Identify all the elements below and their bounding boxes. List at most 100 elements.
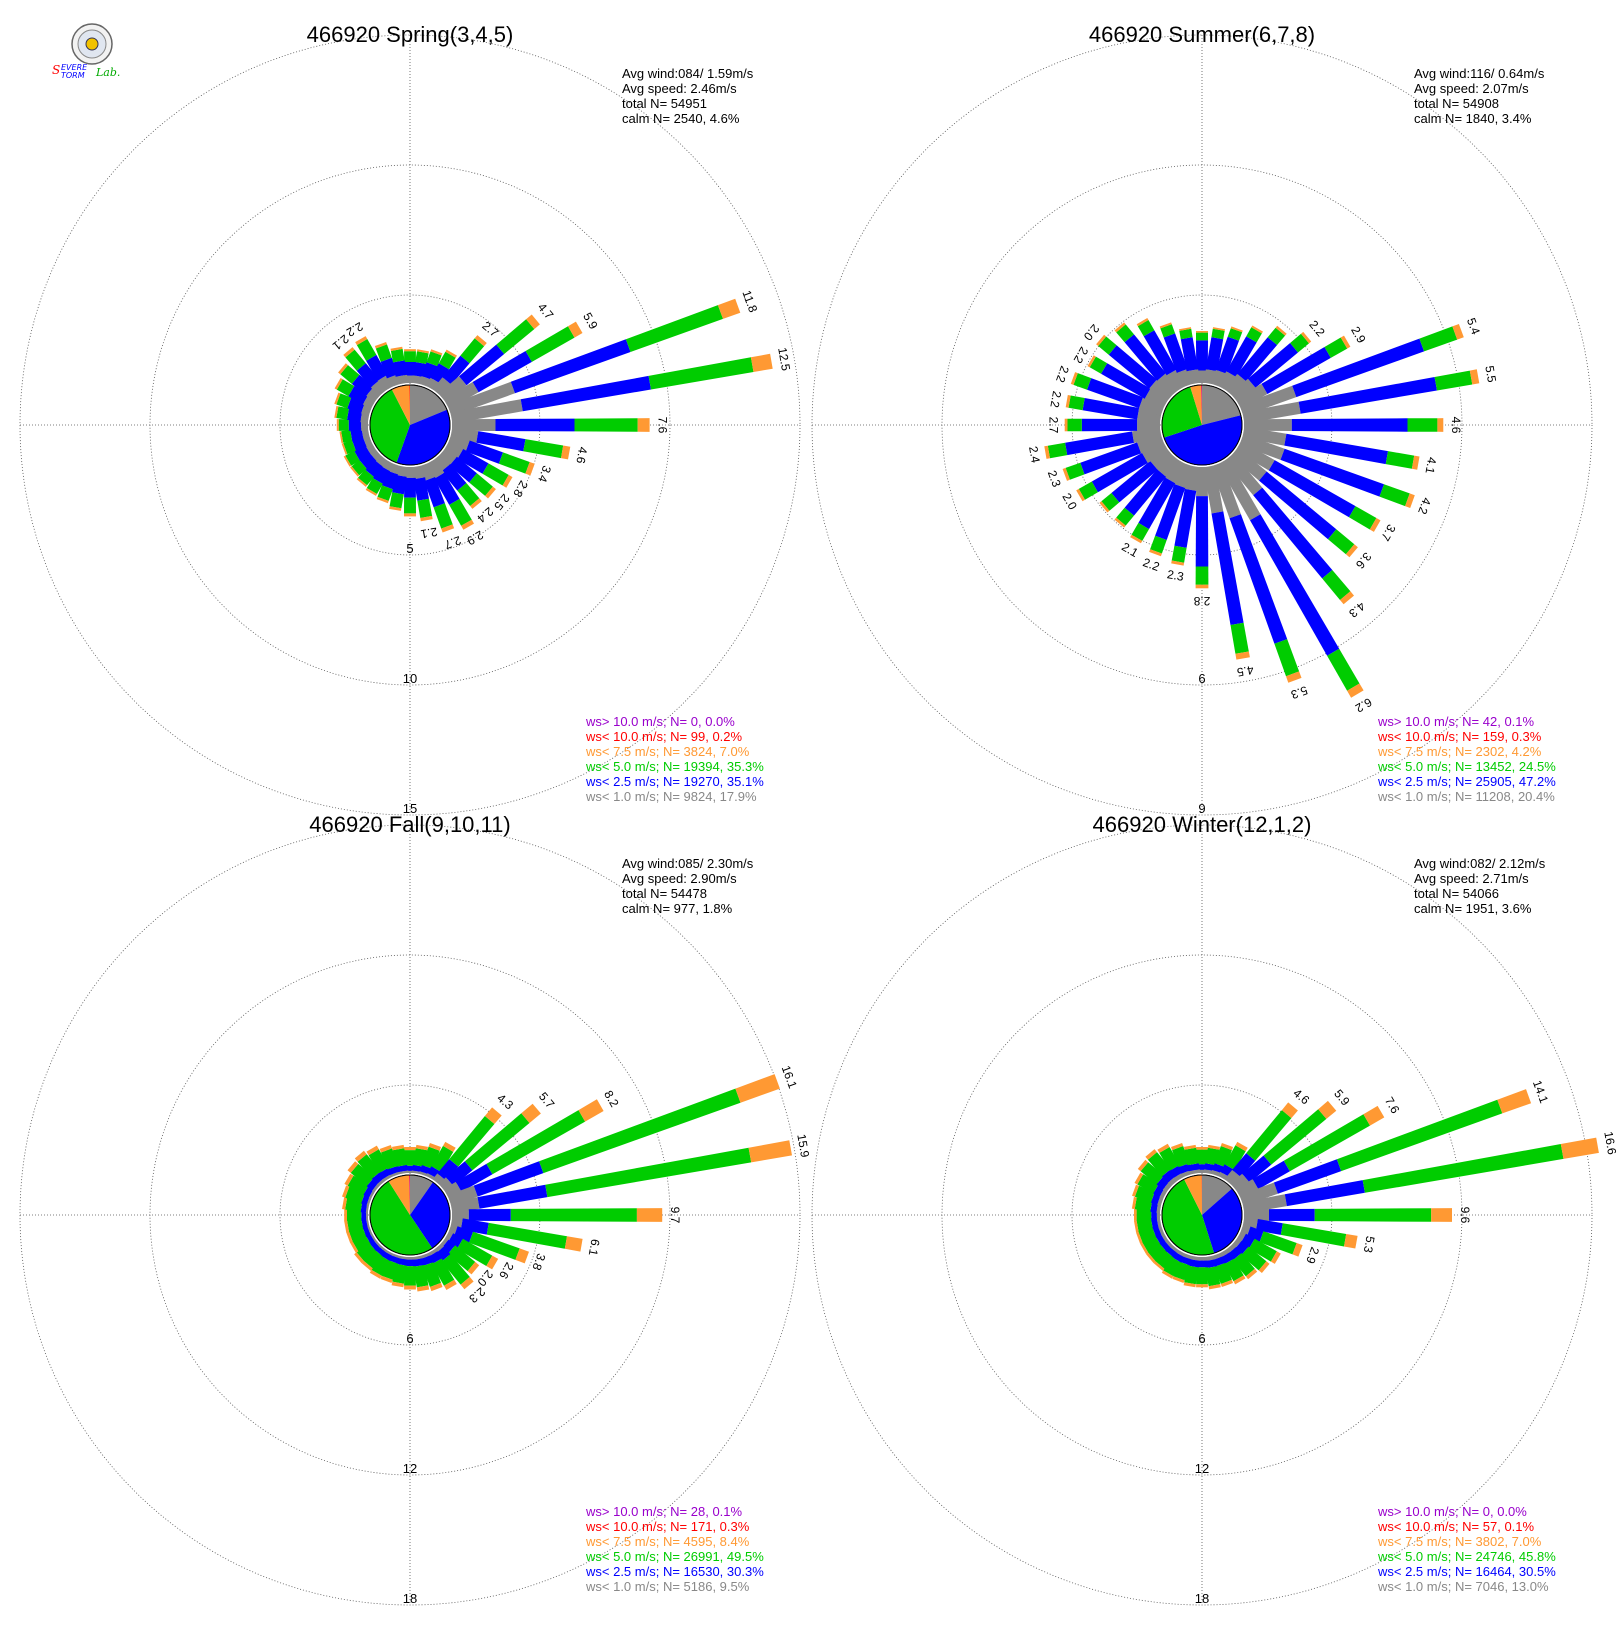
stat-line: Avg speed: 2.07m/s	[1414, 81, 1529, 96]
stat-line: calm N= 1951, 3.6%	[1414, 901, 1532, 916]
stat-line: Avg wind:084/ 1.59m/s	[622, 66, 754, 81]
pie-slice	[1202, 1174, 1232, 1215]
rose-bar-segment	[1159, 322, 1172, 329]
rose-bar-segment	[525, 462, 535, 476]
rose-bar-segment	[1235, 651, 1250, 660]
rose-bar-segment	[1134, 1209, 1137, 1221]
legend-entry: ws< 5.0 m/s; N= 26991, 49.5%	[585, 1549, 764, 1564]
rose-bar-segment	[486, 1222, 567, 1249]
pie-slice	[396, 409, 450, 465]
rose-bar-segment	[1172, 1276, 1185, 1283]
rose-bar-segment	[1134, 1172, 1144, 1185]
rose-bar-segment	[347, 1161, 359, 1173]
bar-value-label: 7.6	[1382, 1095, 1403, 1117]
rose-bar-segment	[404, 477, 416, 498]
rose-bar-segment	[1099, 501, 1110, 513]
rose-bar-segment	[1248, 1238, 1277, 1262]
rose-bar-segment	[1345, 544, 1358, 558]
rose-bar-segment	[1160, 324, 1176, 338]
legend-entry: ws> 10.0 m/s; N= 0, 0.0%	[1377, 1504, 1527, 1519]
rose-bar-segment	[404, 1147, 416, 1151]
rose-bar-segment	[1340, 591, 1354, 605]
rose-bar-segment	[1349, 506, 1377, 530]
legend-entry: ws< 10.0 m/s; N= 99, 0.2%	[585, 729, 743, 744]
rose-bar-segment	[1116, 507, 1134, 526]
rose-bar-segment	[1434, 370, 1473, 391]
rose-bar-segment	[1139, 397, 1165, 416]
rose-bar-segment	[371, 1255, 391, 1276]
rose-bar-segment	[1163, 1256, 1182, 1277]
rose-bar-segment	[351, 460, 367, 476]
bar-value-label: 2.8	[1193, 594, 1210, 608]
svg-text:EVERE: EVERE	[61, 63, 88, 72]
legend-entry: ws< 2.5 m/s; N= 16464, 30.5%	[1377, 1564, 1556, 1579]
rose-bar-segment	[1087, 378, 1143, 409]
rose-bar-segment	[336, 419, 339, 431]
rose-bar-segment	[389, 506, 402, 511]
rose-bar-segment	[523, 439, 564, 459]
rose-bar-segment	[1247, 343, 1298, 388]
legend-entry: ws< 10.0 m/s; N= 159, 0.3%	[1377, 729, 1542, 744]
rose-bar-segment	[561, 445, 571, 460]
rose-bar-segment	[336, 379, 355, 397]
pie-slice	[1202, 1188, 1243, 1254]
rose-bar-segment	[1232, 1153, 1256, 1178]
rose-bar-segment	[1101, 493, 1120, 511]
rose-bar-segment	[1149, 379, 1174, 403]
rose-bar-segment	[1226, 336, 1257, 378]
rose-bar-segment	[1284, 1180, 1365, 1207]
rose-bar-segment	[341, 429, 353, 443]
rose-bar-segment	[1292, 338, 1425, 398]
rose-bar-segment	[1082, 398, 1140, 420]
rose-bar-segment	[437, 1159, 459, 1181]
rose-bar-segment	[390, 346, 403, 351]
rose-bar-segment	[1064, 418, 1068, 432]
stat-line: Avg wind:085/ 2.30m/s	[622, 856, 754, 871]
rose-bar-segment	[438, 351, 456, 370]
stat-line: calm N= 1840, 3.4%	[1414, 111, 1532, 126]
rose-bar-segment	[1235, 383, 1268, 409]
rose-bar-segment	[1220, 1279, 1233, 1287]
rose-bar-segment	[441, 524, 455, 533]
rose-bar-segment	[1327, 648, 1360, 691]
bar-value-label: 2.2	[1306, 318, 1328, 340]
rose-bar-segment	[1132, 1184, 1139, 1197]
rose-bar-segment	[1171, 545, 1187, 563]
rose-bar-segment	[348, 419, 362, 431]
legend-entry: ws< 10.0 m/s; N= 57, 0.1%	[1377, 1519, 1535, 1534]
bar-value-label: 2.1	[419, 525, 438, 542]
rose-bar-segment	[404, 351, 416, 362]
rose-bar-segment	[457, 1238, 493, 1266]
rose-bar-segment	[1145, 1149, 1157, 1160]
rose-bar-segment	[717, 298, 741, 319]
stat-line: Avg wind:116/ 0.64m/s	[1414, 66, 1545, 81]
rose-bar-segment	[449, 456, 477, 483]
rose-bar-segment	[539, 1088, 741, 1174]
rose-bar-segment	[1065, 462, 1085, 480]
rose-bar-segment	[1318, 1100, 1337, 1119]
rose-bar-segment	[1076, 488, 1085, 502]
rose-bar-segment	[484, 1107, 502, 1124]
rose-bar-segment	[1218, 371, 1237, 392]
rose-bar-segment	[1111, 460, 1158, 503]
rose-bar-segment	[450, 399, 523, 424]
rose-bar-segment	[1283, 1114, 1370, 1172]
rose-bar-segment	[1292, 1243, 1303, 1257]
rose-bar-segment	[334, 406, 339, 418]
rose-bar-segment	[486, 1255, 499, 1270]
ring-label: 10	[403, 671, 417, 686]
rose-bar-segment	[1224, 453, 1263, 496]
rose-bar-segment	[1166, 369, 1186, 392]
rose-bar-segment	[461, 519, 474, 530]
rose-bar-segment	[1242, 1155, 1272, 1183]
bar-value-label: 5.4	[1464, 316, 1483, 337]
rose-bar-segment	[404, 1266, 416, 1286]
rose-bar-segment	[1196, 332, 1208, 341]
rose-bar-segment	[1230, 326, 1243, 333]
rose-bar-segment	[365, 459, 383, 477]
rose-bar-segment	[1138, 477, 1176, 530]
rose-bar-segment	[1298, 377, 1437, 414]
rose-bar-segment	[347, 1175, 370, 1195]
rose-bar-segment	[1096, 334, 1107, 346]
rose-bar-segment	[426, 351, 442, 367]
